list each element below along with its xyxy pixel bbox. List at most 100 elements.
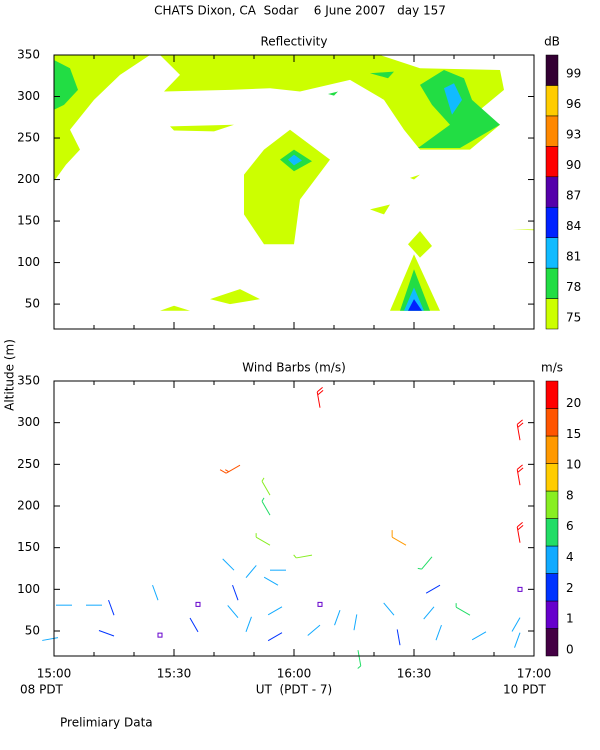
colorbar-label: 96	[566, 97, 581, 111]
colorbar-label: 78	[566, 280, 581, 294]
colorbar-box	[545, 545, 559, 574]
y-tick-label: 300	[17, 89, 40, 103]
wind-barb	[108, 599, 115, 616]
contour-region	[410, 174, 420, 180]
wind-barb	[423, 606, 435, 620]
x-end-label: 10 PDT	[503, 683, 547, 697]
wind-barb	[516, 522, 524, 543]
colorbar-label: 75	[566, 310, 581, 324]
wind-barb	[511, 617, 521, 632]
colorbar-label: 87	[566, 189, 581, 203]
colorbar-label: 10	[566, 458, 581, 472]
contour-region	[54, 59, 78, 110]
colorbar-box	[545, 54, 559, 86]
contour-region	[370, 204, 390, 215]
wind-barb	[417, 556, 433, 570]
colorbar-box	[545, 490, 559, 519]
wind-barb	[316, 387, 324, 408]
colorbar-box	[545, 85, 559, 117]
x-tick-label: 16:30	[397, 667, 432, 681]
colorbar-box	[545, 600, 559, 629]
wind-barb	[219, 464, 241, 474]
wind-barb	[455, 603, 471, 616]
wind-barb	[267, 606, 283, 616]
wind-barb	[396, 629, 401, 646]
y-tick-label: 50	[25, 624, 40, 638]
colorbar-box	[545, 408, 559, 437]
wind-barb	[307, 624, 321, 636]
colorbar-label: 20	[566, 396, 581, 410]
y-tick-label: 350	[17, 48, 40, 62]
contour-region	[170, 124, 234, 132]
colorbar-box	[545, 237, 559, 269]
x-tick-label: 15:30	[157, 667, 192, 681]
y-tick-label: 150	[17, 214, 40, 228]
contour-region	[328, 91, 338, 96]
x-tick-label: 15:00	[37, 667, 72, 681]
wind-barb	[267, 632, 283, 642]
wind-barb	[261, 477, 271, 496]
wind-barb	[157, 632, 163, 638]
wind-barb	[425, 584, 441, 594]
wind-barb	[383, 602, 395, 616]
y-tick-label: 150	[17, 540, 40, 554]
page-title: CHATS Dixon, CA Sodar 6 June 2007 day 15…	[154, 4, 446, 18]
contour-region	[418, 69, 500, 148]
wind-barb	[98, 630, 115, 637]
contour-region	[370, 71, 394, 79]
contour-region	[408, 231, 432, 258]
y-tick-label: 200	[17, 172, 40, 186]
colorbar-box	[545, 628, 559, 657]
wind-barb	[471, 631, 487, 641]
wind-barb	[317, 601, 323, 607]
y-tick-label: 300	[17, 415, 40, 429]
wind-barb	[152, 584, 159, 601]
y-tick-label: 250	[17, 131, 40, 145]
colorbar-label: 93	[566, 128, 581, 142]
colorbar-box	[545, 298, 559, 330]
colorbar-label: 84	[566, 219, 581, 233]
wind-barb	[353, 614, 358, 631]
colorbar-label: 2	[566, 581, 574, 595]
y-tick-label: 200	[17, 499, 40, 513]
wind-barb	[255, 533, 271, 546]
wind-barb	[232, 584, 239, 601]
colorbar-label: 6	[566, 519, 574, 533]
contour-region	[408, 299, 422, 311]
wind-barb	[516, 464, 524, 486]
wind-barb	[42, 637, 59, 641]
colorbar-box	[545, 573, 559, 602]
wind-barb	[516, 419, 524, 441]
wind-barb	[435, 624, 442, 641]
colorbar-label: 81	[566, 249, 581, 263]
x-tick-label: 17:00	[517, 667, 552, 681]
contour-region	[160, 55, 504, 150]
x-start-label: 08 PDT	[20, 683, 64, 697]
colorbar-box	[545, 463, 559, 492]
wind-barb	[189, 617, 199, 633]
chart-title: Reflectivity	[260, 35, 327, 49]
wind-barb	[334, 609, 341, 626]
contour-region	[512, 229, 534, 231]
wind-barb	[357, 650, 362, 669]
colorbar-box	[545, 206, 559, 238]
wind-barb	[195, 601, 201, 607]
contour-region	[444, 83, 462, 115]
y-tick-label: 250	[17, 457, 40, 471]
colorbar-label: 90	[566, 158, 581, 172]
y-tick-label: 100	[17, 582, 40, 596]
colorbar-box	[545, 518, 559, 547]
colorbar-box	[545, 146, 559, 178]
x-tick-label: 16:00	[277, 667, 312, 681]
colorbar-unit: m/s	[541, 361, 563, 375]
wind-barb	[227, 605, 239, 618]
wind-barb	[517, 586, 523, 592]
colorbar-label: 99	[566, 67, 581, 81]
colorbar-unit: dB	[544, 35, 560, 49]
colorbar-box	[545, 176, 559, 208]
wind-barb	[245, 616, 252, 633]
colorbar-label: 8	[566, 488, 574, 502]
colorbar-box	[545, 115, 559, 147]
x-axis-label: UT (PDT - 7)	[256, 683, 333, 697]
